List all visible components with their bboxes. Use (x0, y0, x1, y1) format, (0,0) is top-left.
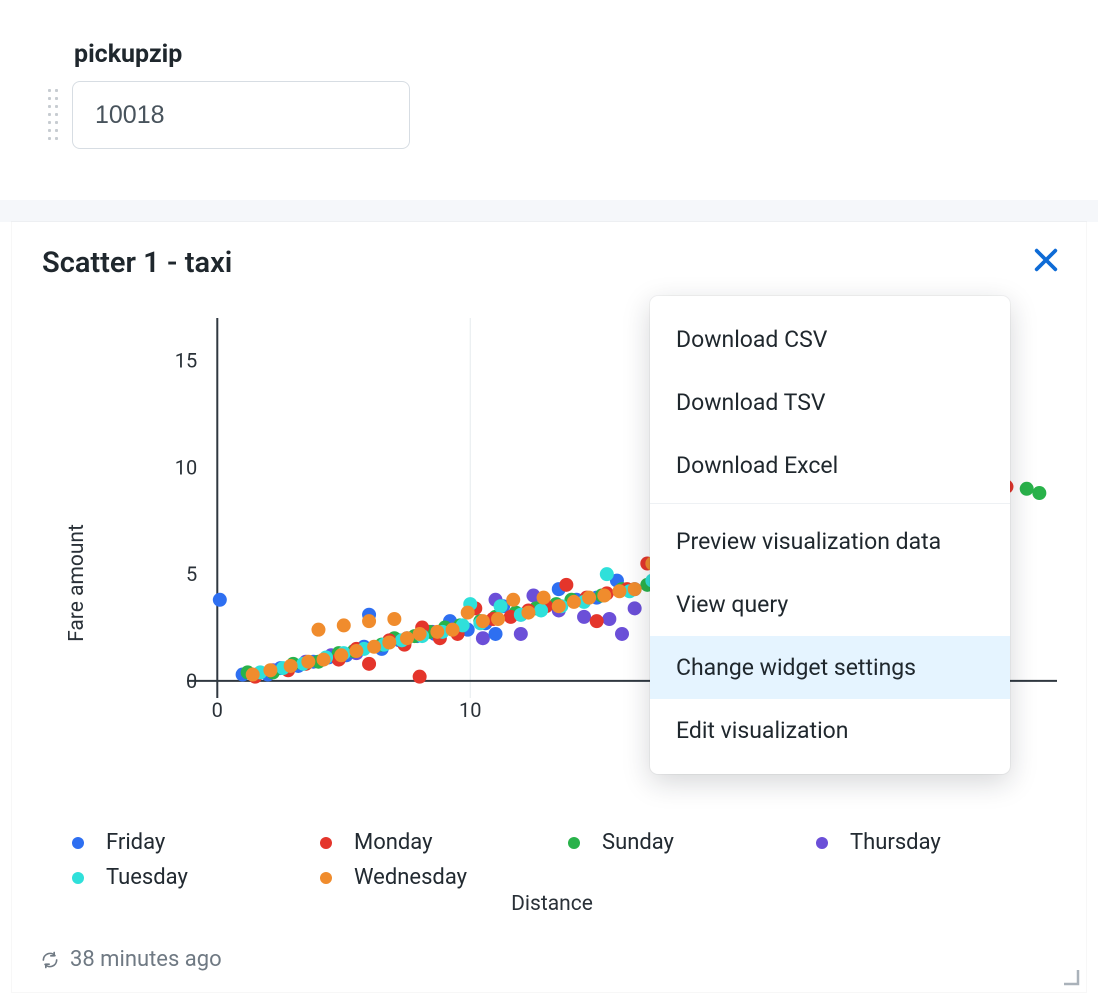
menu-item[interactable]: Edit visualization (650, 699, 1010, 762)
svg-text:5: 5 (186, 562, 197, 586)
legend: Friday Monday Sunday Thursday Tuesday Wednesd… (72, 830, 1056, 890)
svg-text:10: 10 (175, 455, 197, 479)
refresh-icon (40, 950, 60, 970)
legend-item[interactable]: Monday (320, 830, 560, 855)
card-title: Scatter 1 - taxi (42, 246, 232, 280)
svg-text:10: 10 (459, 698, 481, 722)
pickupzip-input[interactable] (72, 81, 410, 149)
legend-label: Monday (354, 830, 433, 855)
legend-item[interactable]: Tuesday (72, 865, 312, 890)
svg-text:15: 15 (175, 349, 197, 373)
widget-context-menu: Download CSVDownload TSVDownload Excel Pr… (650, 296, 1010, 774)
legend-item[interactable]: Wednesday (320, 865, 560, 890)
legend-dot-icon (320, 872, 332, 884)
menu-item[interactable]: Download Excel (650, 434, 1010, 497)
menu-item[interactable]: View query (650, 573, 1010, 636)
legend-dot-icon (816, 837, 828, 849)
refresh-timestamp: 38 minutes ago (70, 947, 222, 972)
menu-item[interactable]: Change widget settings (650, 636, 1010, 699)
close-icon[interactable] (1026, 240, 1066, 280)
legend-dot-icon (72, 872, 84, 884)
refresh-status: 38 minutes ago (40, 947, 222, 972)
legend-label: Sunday (602, 830, 674, 855)
legend-label: Tuesday (106, 865, 188, 890)
legend-label: Thursday (850, 830, 941, 855)
legend-label: Wednesday (354, 865, 467, 890)
menu-item[interactable]: Preview visualization data (650, 510, 1010, 573)
legend-item[interactable]: Friday (72, 830, 312, 855)
legend-item[interactable]: Thursday (816, 830, 1056, 855)
parameter-label: pickupzip (74, 40, 410, 69)
legend-dot-icon (72, 837, 84, 849)
parameter-block: pickupzip (48, 40, 410, 149)
svg-text:0: 0 (212, 698, 223, 722)
legend-dot-icon (568, 837, 580, 849)
visualization-card: Scatter 1 - taxi Fare amount 05101501020… (12, 222, 1086, 992)
drag-handle-icon[interactable] (48, 82, 62, 148)
legend-item[interactable]: Sunday (568, 830, 808, 855)
legend-label: Friday (106, 830, 165, 855)
menu-item[interactable]: Download TSV (650, 371, 1010, 434)
menu-divider (650, 503, 1010, 504)
svg-text:0: 0 (186, 669, 197, 693)
x-axis-label: Distance (42, 892, 1062, 916)
menu-item[interactable]: Download CSV (650, 308, 1010, 371)
resize-handle-icon[interactable] (1056, 962, 1080, 986)
separator-strip (0, 200, 1098, 222)
legend-dot-icon (320, 837, 332, 849)
